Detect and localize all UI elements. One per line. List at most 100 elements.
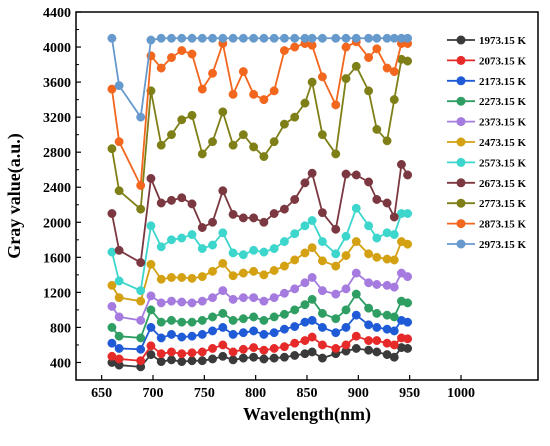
data-point [218, 259, 228, 268]
data-point [364, 320, 374, 330]
data-point [403, 317, 413, 327]
data-point [197, 33, 207, 43]
data-point [300, 98, 310, 108]
data-point [177, 349, 187, 359]
data-point [146, 259, 156, 269]
legend-label: 2273.15 K [479, 96, 527, 108]
y-tick-label: 3200 [43, 111, 71, 126]
data-point [403, 334, 413, 344]
data-point [307, 273, 317, 282]
y-tick-label: 800 [50, 321, 71, 336]
data-point [317, 322, 327, 332]
legend-item: 2673.15 K [447, 178, 527, 190]
data-point [259, 296, 269, 306]
data-point [218, 228, 228, 238]
data-point [187, 331, 197, 341]
data-point [269, 312, 279, 322]
data-point [156, 349, 166, 359]
data-point [279, 352, 289, 362]
legend-label: 2473.15 K [479, 137, 527, 149]
data-point [341, 74, 351, 84]
data-point [389, 212, 399, 222]
data-point [167, 355, 176, 365]
data-point [107, 144, 117, 154]
series-2673-15-k [107, 160, 413, 268]
y-tick-label: 2000 [43, 216, 71, 231]
data-point [300, 221, 310, 231]
data-point [351, 61, 361, 71]
y-tick-label: 2800 [43, 146, 71, 161]
data-point [249, 343, 259, 353]
x-tick-label: 800 [245, 386, 266, 401]
data-point [249, 33, 259, 43]
data-point [197, 347, 207, 357]
data-point [403, 33, 413, 43]
data-point [146, 305, 156, 315]
data-point [187, 317, 197, 327]
data-point [187, 230, 197, 240]
data-point [372, 308, 382, 318]
data-point [389, 95, 399, 105]
data-point [259, 329, 269, 339]
legend-item: 2873.15 K [447, 219, 527, 231]
data-point [341, 169, 351, 179]
data-point [364, 249, 374, 259]
data-point [107, 322, 117, 332]
data-point [177, 33, 187, 43]
series-2173-15-k [107, 310, 413, 354]
x-axis-ticks: 650 700 750 800 850 900 950 1000 [91, 375, 475, 401]
legend-marker [456, 55, 466, 65]
data-point [197, 272, 207, 282]
y-tick-label: 4400 [43, 6, 71, 21]
data-point [403, 298, 413, 308]
y-tick-label: 400 [50, 356, 71, 371]
data-point [351, 33, 361, 43]
data-point [146, 291, 156, 301]
data-point [249, 352, 259, 362]
data-point [218, 33, 228, 43]
data-point [187, 49, 197, 59]
data-point [177, 332, 187, 342]
data-point [136, 356, 146, 366]
data-point [208, 354, 217, 364]
y-tick-label: 3600 [43, 76, 71, 91]
data-point [317, 130, 327, 140]
data-point [249, 245, 259, 255]
legend-marker [456, 117, 466, 127]
data-point [107, 280, 117, 290]
data-point [372, 252, 382, 262]
data-point [187, 273, 197, 283]
data-point [228, 347, 238, 357]
data-point [114, 81, 124, 91]
data-point [218, 286, 228, 296]
legend-item: 2373.15 K [447, 117, 527, 129]
data-point [331, 289, 341, 299]
data-point [364, 336, 374, 346]
data-point [136, 315, 146, 325]
data-point [397, 160, 406, 169]
data-point [389, 340, 399, 350]
data-point [177, 193, 187, 203]
data-point [114, 331, 124, 341]
data-point [372, 33, 382, 43]
data-point [259, 354, 269, 364]
data-point [372, 124, 382, 134]
data-point [218, 351, 228, 361]
data-point [238, 250, 248, 260]
data-point [177, 273, 187, 282]
data-point [290, 42, 300, 52]
data-point [197, 149, 207, 159]
data-point [259, 152, 269, 162]
data-point [228, 89, 238, 99]
data-point [177, 357, 187, 367]
data-point [249, 89, 259, 99]
data-point [403, 56, 413, 66]
series-line [111, 272, 409, 322]
data-point [259, 95, 269, 105]
data-point [167, 195, 176, 205]
data-point [187, 33, 197, 43]
data-point [351, 203, 361, 213]
series-2573-15-k [107, 203, 413, 296]
data-point [331, 100, 341, 110]
